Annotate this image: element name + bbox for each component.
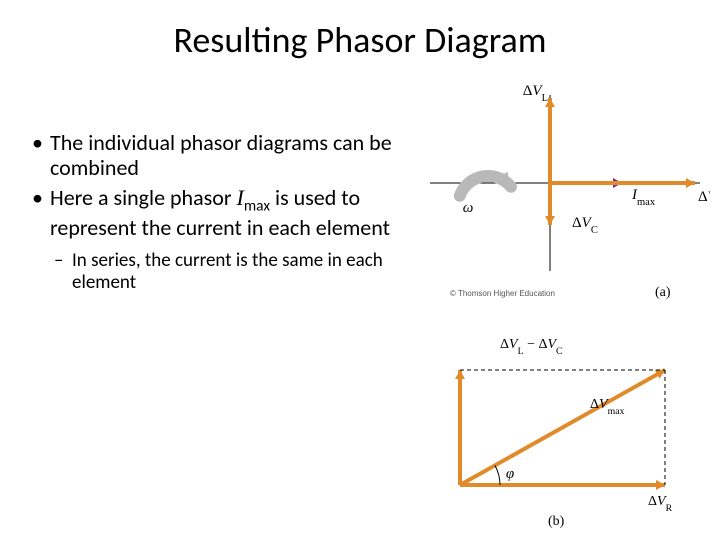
sub-bullet-1: In series, the current is the same in ea… xyxy=(28,250,428,294)
svg-text:© Thomson Higher Education: © Thomson Higher Education xyxy=(450,289,555,298)
slide-title: Resulting Phasor Diagram xyxy=(0,18,720,62)
bullet-2-sym: I xyxy=(237,185,244,210)
figure-b-svg: ΔVL − ΔVC ΔVmax φ ΔVR (b) xyxy=(430,330,700,530)
svg-text:(b): (b) xyxy=(548,514,565,529)
svg-text:ΔVR: ΔVR xyxy=(698,189,710,210)
bullet-1-text: The individual phasor diagrams can be co… xyxy=(50,129,392,181)
bullet-2: Here a single phasor Imax is used to rep… xyxy=(28,185,428,240)
svg-text:ΔVL − ΔVC: ΔVL − ΔVC xyxy=(500,337,563,357)
svg-text:ΔVR: ΔVR xyxy=(648,494,673,514)
figure-a: ω ΔVL ΔVC Imax ΔVR © Thomson Higher Education… xyxy=(420,78,710,308)
svg-text:ΔVC: ΔVC xyxy=(572,215,598,236)
svg-text:ΔVL: ΔVL xyxy=(523,83,548,104)
body-text: The individual phasor diagrams can be co… xyxy=(28,130,428,294)
bullet-1: The individual phasor diagrams can be co… xyxy=(28,130,428,181)
svg-text:(a): (a) xyxy=(655,285,671,300)
figure-b: ΔVL − ΔVC ΔVmax φ ΔVR (b) xyxy=(430,330,700,530)
svg-text:ΔVmax: ΔVmax xyxy=(590,397,625,417)
svg-text:ω: ω xyxy=(463,200,474,216)
bullet-2-pre: Here a single phasor xyxy=(50,184,237,211)
svg-text:φ: φ xyxy=(506,466,514,482)
figure-a-svg: ω ΔVL ΔVC Imax ΔVR © Thomson Higher Education… xyxy=(420,78,710,308)
sub-bullet-1-text: In series, the current is the same in ea… xyxy=(72,249,383,294)
bullet-2-sub: max xyxy=(244,196,270,215)
svg-text:Imax: Imax xyxy=(631,187,656,208)
